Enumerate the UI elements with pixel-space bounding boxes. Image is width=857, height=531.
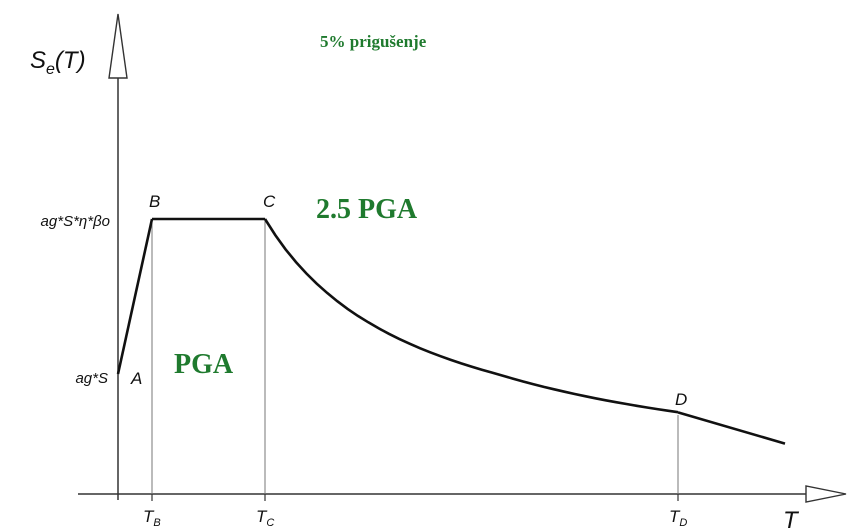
- annotation-plateau: 2.5 PGA: [316, 194, 418, 225]
- point-label-b: B: [149, 192, 160, 211]
- x-tick-label-td: TD: [669, 507, 687, 529]
- point-label-a: A: [130, 369, 142, 388]
- curve-rising-segment: [116, 218, 154, 375]
- point-label-c: C: [263, 192, 276, 211]
- x-tick-label-tb: TB: [143, 507, 161, 529]
- y-tick-label-peak: ag*S*η*βo: [41, 213, 110, 230]
- x-axis-label: T: [783, 507, 800, 531]
- curve-descending-segment: [263, 218, 679, 414]
- y-axis-arrow-icon: [108, 13, 128, 79]
- y-tick-label-pga: ag*S: [75, 370, 108, 387]
- chart-title: 5% prigušenje: [320, 32, 427, 51]
- x-tick-label-tc: TC: [256, 507, 274, 529]
- point-label-d: D: [675, 390, 687, 409]
- curve-tail-segment: [677, 411, 786, 445]
- x-axis-arrow-icon: [805, 485, 847, 503]
- y-axis-label: Se(T): [30, 47, 86, 78]
- annotation-pga: PGA: [174, 349, 234, 380]
